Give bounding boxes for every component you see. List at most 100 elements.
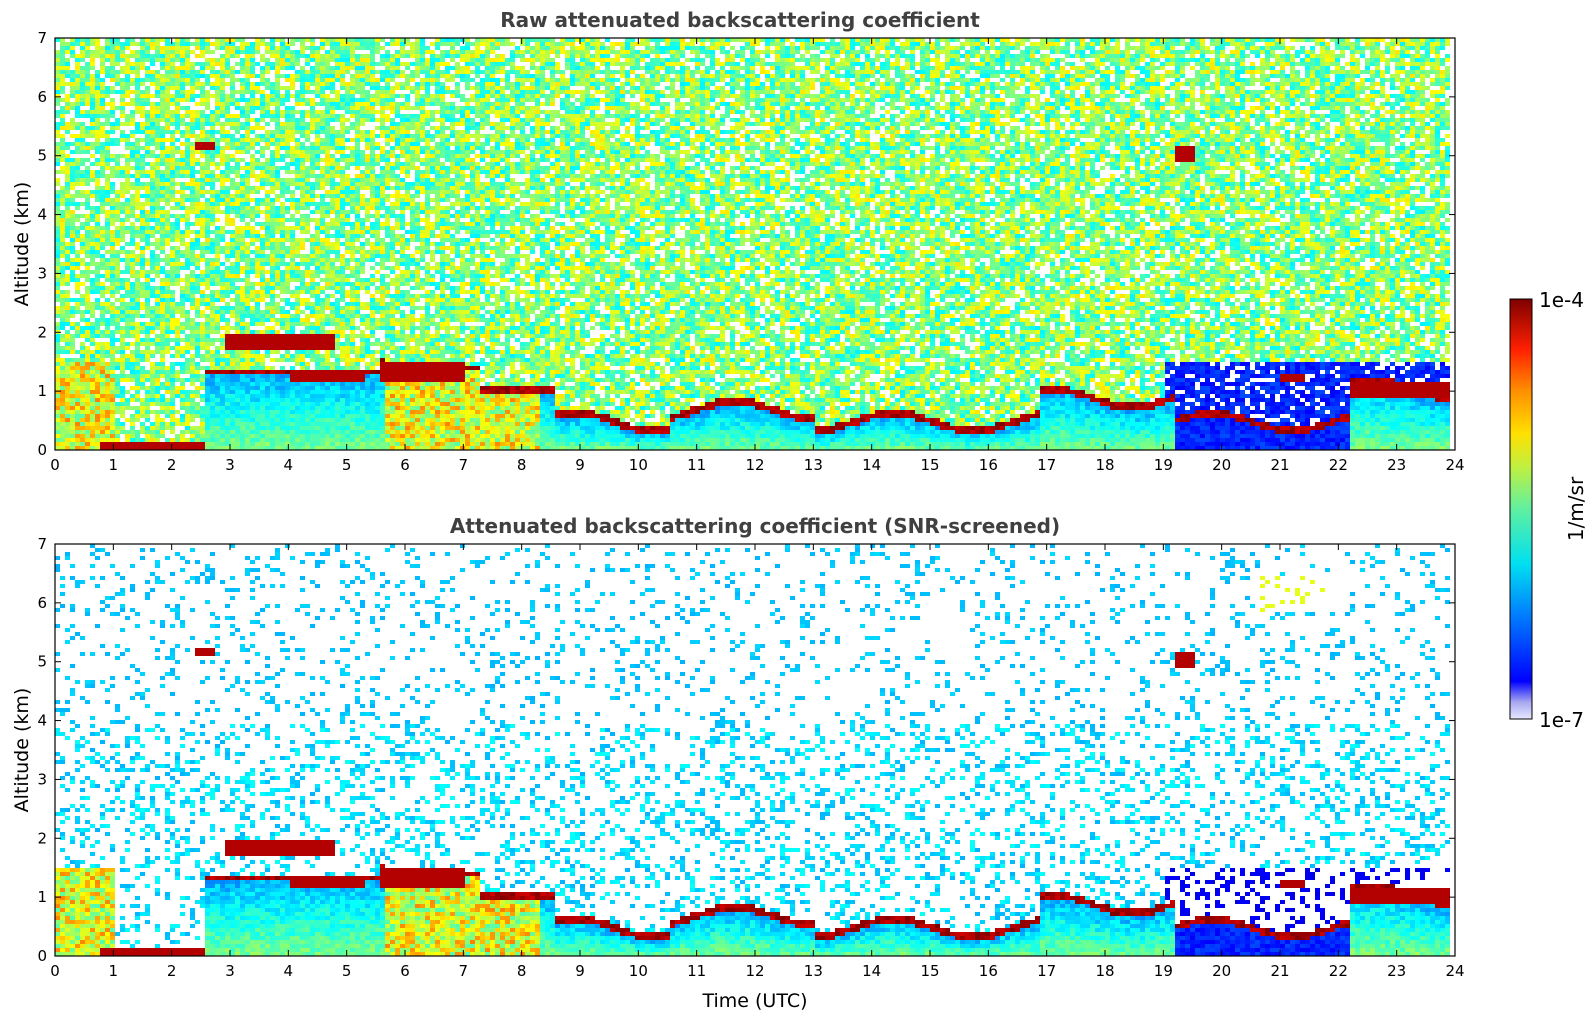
heatmap-cell [145,142,150,146]
heatmap-cell [140,302,145,306]
heatmap-cell [55,62,60,66]
heatmap-cell [135,366,140,370]
heatmap-cell [105,234,110,238]
heatmap-cell [80,138,85,142]
heatmap-cell [110,218,115,222]
heatmap-cell [55,274,60,278]
heatmap-cell [120,398,125,402]
heatmap-cell [115,190,120,194]
heatmap-cell [60,218,65,222]
heatmap-cell [115,426,120,430]
heatmap-cell [90,366,95,370]
heatmap-cell [140,438,145,442]
heatmap-cell [135,434,140,438]
heatmap-cell [100,334,105,338]
heatmap-cell [100,294,105,298]
heatmap-cell [100,62,105,66]
heatmap-cell [90,218,95,222]
heatmap-cell [65,342,70,346]
heatmap-cell [100,254,105,258]
heatmap-cell [70,366,75,370]
heatmap-cell [95,210,100,214]
heatmap-cell [110,438,115,442]
heatmap-cell [125,46,130,50]
heatmap-cell [65,430,70,434]
heatmap-cell [135,54,140,58]
heatmap-cell [135,350,140,354]
heatmap-cell [65,214,70,218]
heatmap-cell [110,302,115,306]
heatmap-cell [150,254,155,258]
heatmap-cell [70,374,75,378]
heatmap-cell [60,386,65,390]
heatmap-cell [95,426,100,430]
heatmap-cell [115,322,120,326]
heatmap-cell [65,106,70,110]
heatmap-cell [115,242,120,246]
heatmap-cell [140,286,145,290]
heatmap-cell [95,174,100,178]
heatmap-cell [145,218,150,222]
heatmap-cell [125,78,130,82]
heatmap-cell [125,434,130,438]
heatmap-cell [125,186,130,190]
heatmap-cell [110,74,115,78]
heatmap-cell [85,50,90,54]
heatmap-cell [80,238,85,242]
heatmap-cell [100,202,105,206]
heatmap-cell [150,374,155,378]
heatmap-cell [90,246,95,250]
heatmap-cell [55,342,60,346]
heatmap-cell [150,438,155,442]
heatmap-cell [115,378,120,382]
heatmap-cell [60,302,65,306]
heatmap-cell [65,250,70,254]
heatmap-cell [110,378,115,382]
heatmap-cell [85,410,90,414]
heatmap-cell [100,54,105,58]
heatmap-cell [105,266,110,270]
heatmap-cell [120,370,125,374]
heatmap-cell [90,118,95,122]
heatmap-cell [110,222,115,226]
heatmap-cell [70,442,75,446]
heatmap-cell [125,178,130,182]
heatmap-cell [90,286,95,290]
heatmap-cell [100,314,105,318]
heatmap-cell [70,266,75,270]
heatmap-cell [155,242,160,246]
heatmap-cell [155,366,160,370]
heatmap-cell [70,430,75,434]
heatmap-cell [110,138,115,142]
heatmap-cell [55,262,60,266]
heatmap-cell [155,442,160,446]
heatmap-cell [140,422,145,426]
heatmap-cell [75,206,80,210]
heatmap-cell [75,190,80,194]
heatmap-cell [60,98,65,102]
heatmap-cell [95,130,100,134]
heatmap-cell [80,78,85,82]
heatmap-cell [120,166,125,170]
heatmap-cell [130,98,135,102]
heatmap-cell [65,154,70,158]
heatmap-cell [115,362,120,366]
heatmap-cell [160,58,165,62]
heatmap-cell [70,102,75,106]
heatmap-cell [135,170,140,174]
heatmap-cell [115,402,120,406]
heatmap-cell [65,358,70,362]
heatmap-cell [100,418,105,422]
heatmap-cell [55,246,60,250]
heatmap-cell [55,222,60,226]
heatmap-cell [60,234,65,238]
heatmap-cell [130,442,135,446]
heatmap-cell [100,370,105,374]
heatmap-cell [140,354,145,358]
heatmap-cell [115,206,120,210]
heatmap-cell [70,178,75,182]
heatmap-cell [120,138,125,142]
heatmap-cell [110,70,115,74]
heatmap-cell [90,354,95,358]
heatmap-cell [130,222,135,226]
